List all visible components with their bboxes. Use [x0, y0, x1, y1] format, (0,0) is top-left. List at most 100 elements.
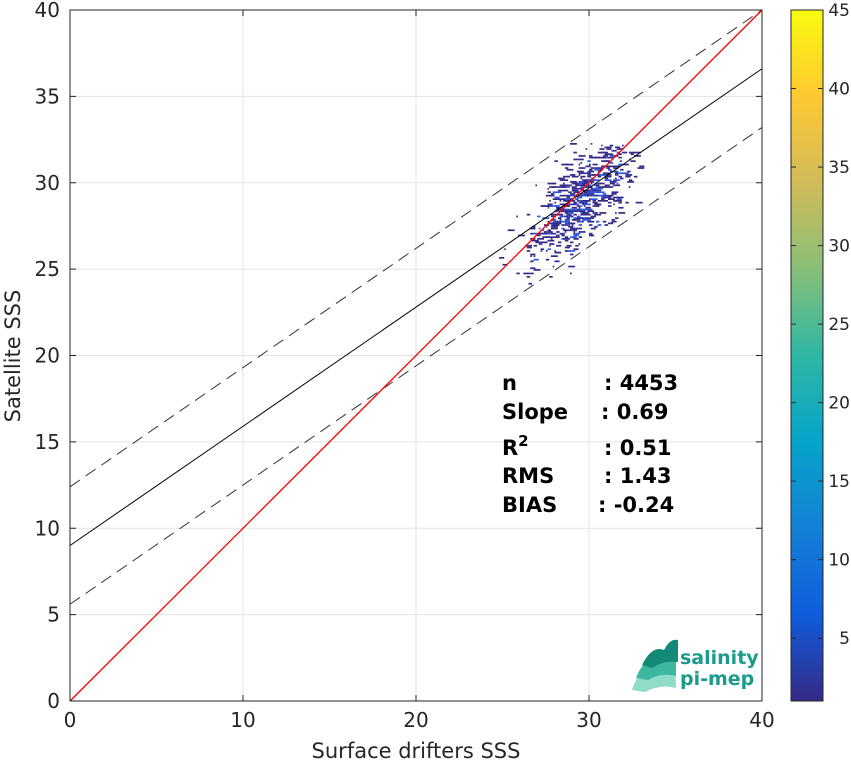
- density-cell: [570, 241, 574, 244]
- density-cell: [599, 189, 602, 192]
- density-cell: [590, 217, 595, 219]
- density-cell: [597, 175, 602, 178]
- density-cell: [587, 200, 589, 202]
- density-cell: [531, 225, 536, 228]
- density-cell: [580, 172, 586, 175]
- density-cell: [583, 205, 586, 207]
- density-cell: [537, 238, 544, 240]
- density-cell: [594, 184, 600, 187]
- density-cell: [623, 163, 629, 166]
- density-cell: [592, 201, 595, 204]
- density-cloud: [499, 143, 645, 285]
- density-cell: [563, 229, 569, 232]
- density-cell: [620, 168, 624, 171]
- density-cell: [590, 181, 595, 183]
- density-cell: [589, 232, 593, 235]
- density-cell: [616, 182, 619, 185]
- density-cell: [585, 165, 591, 168]
- density-cell: [578, 172, 581, 175]
- density-cell: [587, 193, 591, 195]
- density-cell: [608, 201, 612, 204]
- density-cell: [613, 167, 619, 169]
- density-cell: [556, 220, 560, 223]
- density-cell: [556, 244, 562, 247]
- density-cell: [580, 162, 583, 164]
- stat-value: : 0.69: [601, 400, 669, 424]
- density-cell: [566, 184, 569, 187]
- density-cell: [583, 208, 591, 211]
- density-cell: [590, 167, 595, 169]
- density-cell: [556, 213, 563, 216]
- density-cell: [590, 189, 593, 192]
- density-cell: [545, 236, 553, 238]
- density-cell: [502, 263, 508, 266]
- density-cell: [552, 182, 557, 185]
- density-cell: [618, 163, 624, 166]
- density-cell: [530, 267, 536, 270]
- density-cell: [578, 182, 586, 185]
- density-cell: [540, 232, 548, 235]
- density-cell: [580, 196, 583, 199]
- density-cell: [623, 151, 626, 154]
- density-cell: [573, 227, 576, 230]
- density-cell: [618, 201, 622, 204]
- density-cell: [499, 257, 505, 259]
- density-cell: [613, 179, 615, 181]
- density-cell: [554, 201, 557, 204]
- density-cell: [589, 208, 593, 211]
- density-cell: [570, 236, 577, 238]
- density-cell: [571, 203, 574, 206]
- x-tick-label: 0: [64, 708, 77, 732]
- density-cell: [606, 148, 612, 150]
- density-cell: [570, 203, 577, 206]
- density-cell: [570, 210, 572, 213]
- density-cell: [547, 203, 553, 206]
- density-cell: [606, 146, 610, 149]
- density-cell: [568, 265, 576, 268]
- density-cell: [606, 160, 610, 162]
- density-cell: [557, 186, 560, 188]
- density-cell: [595, 220, 600, 223]
- density-cell: [559, 203, 565, 206]
- density-cell: [618, 212, 626, 214]
- density-cell: [611, 149, 617, 152]
- density-cell: [570, 193, 576, 195]
- density-cell: [608, 165, 615, 168]
- density-cell: [575, 184, 579, 187]
- density-cell: [592, 200, 596, 202]
- density-cell: [564, 246, 570, 249]
- density-cell: [550, 193, 555, 195]
- density-cell: [575, 229, 577, 232]
- density-cell: [566, 212, 569, 214]
- density-cell: [545, 194, 553, 197]
- density-cell: [594, 189, 600, 192]
- density-cell: [590, 182, 593, 185]
- density-cell: [547, 182, 555, 185]
- density-cell: [578, 236, 583, 238]
- density-cell: [557, 177, 565, 180]
- density-cell: [564, 205, 570, 207]
- density-cell: [549, 231, 553, 233]
- density-cell: [550, 213, 558, 216]
- density-cell: [604, 194, 607, 197]
- y-tick-label: 10: [35, 516, 60, 540]
- density-cell: [550, 215, 555, 218]
- density-cell: [573, 231, 576, 233]
- density-cell: [597, 200, 602, 202]
- density-cell: [590, 193, 595, 195]
- density-cell: [568, 184, 572, 187]
- colorbar: 5 10 15 20 25 30 35 40 45: [790, 1, 850, 702]
- density-cell: [627, 175, 631, 178]
- density-cell: [575, 198, 579, 200]
- density-cell: [595, 156, 602, 159]
- density-cell: [590, 187, 595, 190]
- density-cell: [597, 194, 605, 197]
- logo-wave-icon: [632, 639, 678, 692]
- density-cell: [535, 241, 541, 244]
- density-cell: [545, 225, 548, 228]
- density-cell: [573, 191, 581, 194]
- density-cell: [630, 160, 636, 162]
- density-cell: [533, 255, 536, 257]
- density-cell: [549, 243, 555, 245]
